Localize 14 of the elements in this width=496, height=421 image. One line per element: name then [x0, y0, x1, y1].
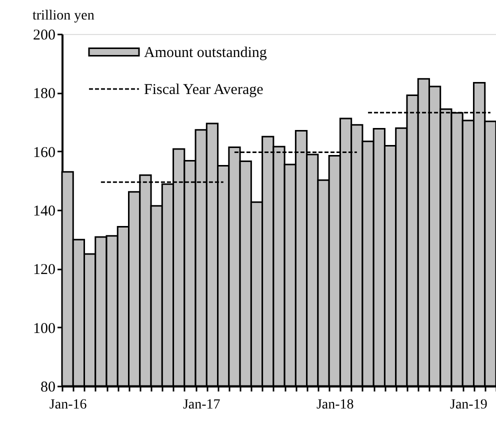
x-tick-label: Jan-19: [450, 398, 488, 412]
y-tick-label: 100: [33, 320, 56, 337]
y-tick-label: 80: [40, 380, 56, 396]
y-tick-label: 200: [33, 28, 56, 44]
legend-label: Fiscal Year Average: [144, 82, 264, 98]
y-axis-title: trillion yen: [32, 8, 94, 24]
x-tick-label: Jan-17: [182, 398, 220, 412]
x-tick-label: Jan-18: [316, 398, 354, 412]
legend-label: Amount outstanding: [144, 45, 268, 61]
y-tick-label: 140: [33, 204, 56, 220]
y-tick-label: 180: [33, 86, 56, 102]
y-tick-label: 160: [33, 144, 56, 161]
y-tick-label: 120: [33, 262, 56, 278]
x-tick-label: Jan-16: [49, 398, 87, 412]
